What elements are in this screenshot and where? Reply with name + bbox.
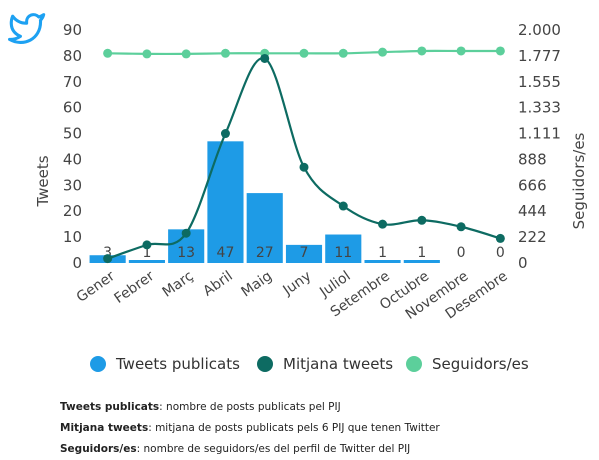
seguidors-point <box>338 48 348 58</box>
right-tick-label: 2.000 <box>518 21 561 39</box>
bar <box>246 193 283 263</box>
bar <box>325 234 362 263</box>
bar <box>364 260 401 263</box>
mitjana-point <box>378 219 388 229</box>
bar-data-label: 7 <box>300 245 309 261</box>
left-tick-label: 70 <box>63 73 82 91</box>
seguidors-point <box>495 46 505 56</box>
right-tick-label: 888 <box>518 150 547 168</box>
mitjana-point <box>299 162 309 172</box>
legend-label-mitjana: Mitjana tweets <box>283 355 393 373</box>
mitjana-point <box>456 222 466 232</box>
legend: Tweets publicats Mitjana tweets Seguidor… <box>90 355 529 373</box>
seguidors-point <box>299 48 309 58</box>
category-label: Maig <box>238 268 275 300</box>
legend-marker-mitjana <box>257 356 273 372</box>
bar-data-label: 1 <box>417 245 426 261</box>
legend-marker-seguidors <box>406 356 422 372</box>
seguidors-point <box>456 46 466 56</box>
bar-data-label: 0 <box>457 245 466 261</box>
bar <box>128 260 165 263</box>
bar-data-label: 47 <box>217 245 235 261</box>
mitjana-point <box>260 53 270 63</box>
bar-data-label: 13 <box>177 245 195 261</box>
mitjana-point <box>103 254 113 264</box>
footnote-tweets: Tweets publicats: nombre de posts public… <box>60 397 440 418</box>
category-label: Gener <box>74 268 118 306</box>
seguidors-point <box>417 46 427 56</box>
seguidors-point <box>220 48 230 58</box>
footnote-term: Seguidors/es <box>60 443 137 455</box>
left-tick-label: 0 <box>72 254 82 272</box>
left-tick-label: 10 <box>63 228 82 246</box>
right-tick-label: 1.555 <box>518 73 561 91</box>
left-tick-label: 30 <box>63 176 82 194</box>
footnote-term: Mitjana tweets <box>60 422 149 434</box>
category-label: Març <box>160 268 197 301</box>
twitter-bird-outline <box>8 13 46 44</box>
footnote-mitjana: Mitjana tweets: mitjana de posts publica… <box>60 418 440 439</box>
category-label: Febrer <box>111 268 157 307</box>
right-tick-label: 444 <box>518 202 547 220</box>
mitjana-point <box>417 215 427 225</box>
mitjana-point <box>181 228 191 238</box>
right-axis-ticks: 0 222 444 666 888 1.111 1.333 1.555 1.777 2.000 <box>518 21 561 272</box>
left-tick-label: 50 <box>63 125 82 143</box>
left-axis-ticks: 0 10 20 30 40 50 60 70 80 90 <box>63 21 82 272</box>
legend-label-tweets: Tweets publicats <box>115 355 240 373</box>
line-series <box>103 46 505 264</box>
footnote-text: : mitjana de posts publicats pels 6 PIJ … <box>148 422 440 434</box>
category-label: Juny <box>280 268 315 299</box>
twitter-bird-icon <box>8 13 46 44</box>
mitjana-point <box>338 201 348 211</box>
bar-data-label: 3 <box>103 245 112 261</box>
mitjana-point <box>220 129 230 139</box>
right-tick-label: 0 <box>518 254 528 272</box>
bar-data-label: 0 <box>496 245 505 261</box>
bar <box>207 141 244 263</box>
bar <box>285 244 323 263</box>
right-tick-label: 222 <box>518 228 547 246</box>
seguidors-point <box>142 49 152 59</box>
footnotes: Tweets publicats: nombre de posts public… <box>60 397 440 460</box>
category-label: Abril <box>200 268 235 299</box>
bar-data-labels: 3 1 13 47 27 7 11 1 1 0 0 <box>103 245 505 261</box>
seguidors-point <box>181 49 191 59</box>
mitjana-point <box>142 240 152 250</box>
footnote-seguidors: Seguidors/es: nombre de seguidors/es del… <box>60 439 440 460</box>
left-tick-label: 20 <box>63 202 82 220</box>
left-tick-label: 40 <box>63 150 82 168</box>
bar <box>403 260 440 263</box>
seguidors-point <box>378 47 388 57</box>
legend-marker-tweets <box>90 356 106 372</box>
seguidors-point <box>103 48 113 58</box>
right-tick-label: 1.333 <box>518 99 561 117</box>
left-tick-label: 80 <box>63 47 82 65</box>
left-tick-label: 60 <box>63 99 82 117</box>
legend-label-seguidors: Seguidors/es <box>432 355 529 373</box>
bar-series <box>89 141 440 263</box>
left-axis-title: Tweets <box>34 155 52 207</box>
mitjana-line <box>107 57 501 260</box>
right-axis-title: Seguidors/es <box>570 132 588 229</box>
footnote-text: : nombre de seguidors/es del perfil de T… <box>136 443 411 455</box>
footnote-term: Tweets publicats <box>60 401 160 413</box>
right-tick-label: 666 <box>518 176 547 194</box>
bar-data-label: 1 <box>378 245 387 261</box>
left-tick-label: 90 <box>63 21 82 39</box>
footnote-text: : nombre de posts publicats pel PIJ <box>159 401 341 413</box>
right-tick-label: 1.777 <box>518 47 561 65</box>
right-tick-label: 1.111 <box>518 125 561 143</box>
bar-data-label: 11 <box>334 245 352 261</box>
bar-data-label: 1 <box>142 245 151 261</box>
mitjana-point <box>495 233 505 243</box>
bar-data-label: 27 <box>256 245 274 261</box>
